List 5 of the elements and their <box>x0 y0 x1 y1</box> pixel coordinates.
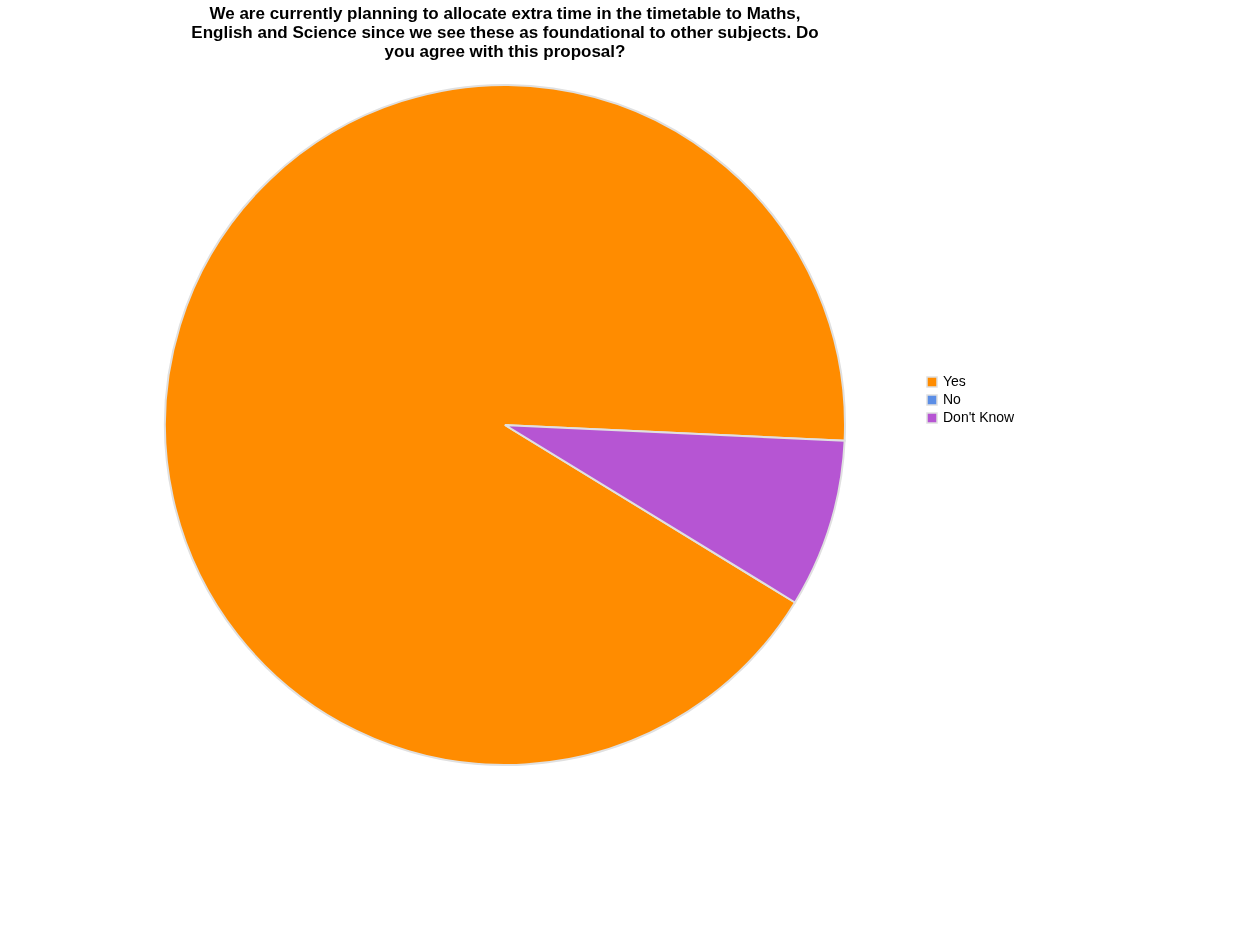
pie-slice <box>164 84 846 766</box>
legend-label: Yes <box>943 373 966 389</box>
chart-title: We are currently planning to allocate extra time in the timetable to Maths, English and Science since we see these as foundational to other subjects. Do you agree with this proposal? <box>191 4 819 61</box>
legend-label: Don't Know <box>943 409 1016 425</box>
legend-label: No <box>943 391 962 407</box>
